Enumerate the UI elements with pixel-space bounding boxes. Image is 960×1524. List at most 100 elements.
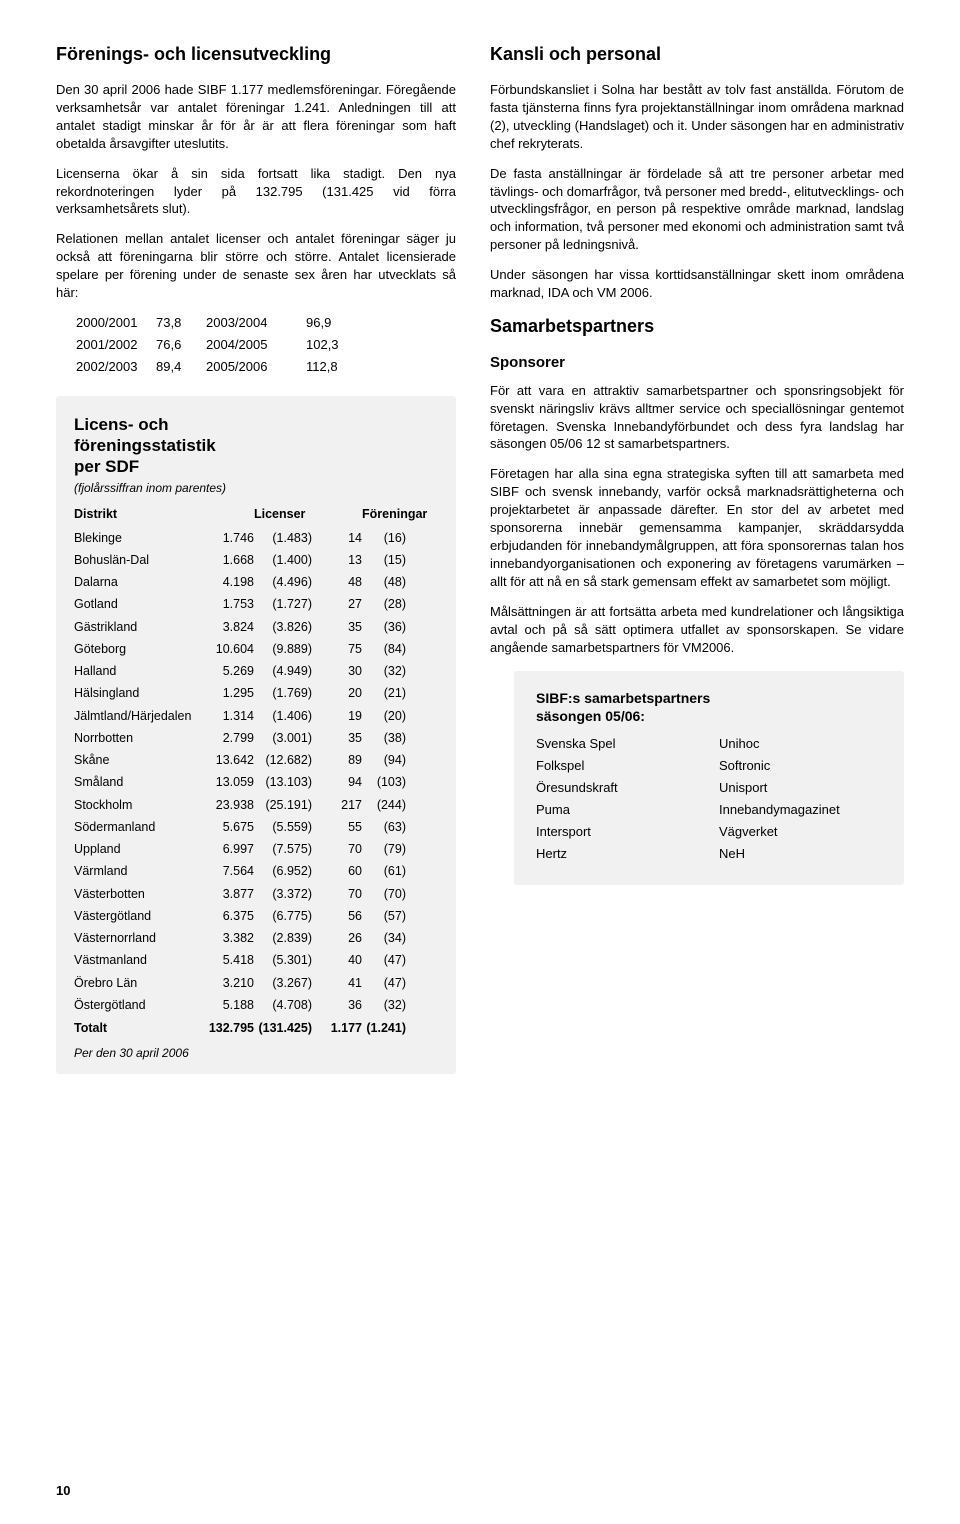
- stats-cell: 1.295: [202, 685, 254, 702]
- partner-item: Öresundskraft: [536, 779, 699, 797]
- stats-cell: 27: [312, 596, 362, 613]
- stats-cell: 3.824: [202, 619, 254, 636]
- stats-cell: Norrbotten: [74, 730, 202, 747]
- stats-cell: (9.889): [254, 641, 312, 658]
- partner-item: Innebandymagazinet: [719, 801, 882, 819]
- stats-row: Gotland1.753(1.727)27(28): [74, 596, 438, 613]
- stats-cell: 26: [312, 930, 362, 947]
- stats-row: Norrbotten2.799(3.001)35(38): [74, 730, 438, 747]
- stats-cell: (7.575): [254, 841, 312, 858]
- value-cell: 76,6: [156, 336, 206, 354]
- stats-row: Göteborg10.604(9.889)75(84): [74, 641, 438, 658]
- stats-cell: 75: [312, 641, 362, 658]
- stats-box: Licens- och föreningsstatistik per SDF (…: [56, 396, 456, 1074]
- stats-row: Dalarna4.198(4.496)48(48): [74, 574, 438, 591]
- stats-cell: Stockholm: [74, 797, 202, 814]
- value-cell: 96,9: [306, 314, 356, 332]
- stats-cell: 13.059: [202, 774, 254, 791]
- stats-cell: (244): [362, 797, 406, 814]
- stats-total-cell: (131.425): [254, 1020, 312, 1037]
- stats-total-cell: 1.177: [312, 1020, 362, 1037]
- stats-cell: 30: [312, 663, 362, 680]
- col-header: Föreningar: [362, 506, 427, 523]
- stats-cell: (13.103): [254, 774, 312, 791]
- partner-item: Softronic: [719, 757, 882, 775]
- stats-cell: 1.314: [202, 708, 254, 725]
- paragraph: Den 30 april 2006 hade SIBF 1.177 medlem…: [56, 81, 456, 153]
- stats-cell: Västmanland: [74, 952, 202, 969]
- stats-row: Uppland6.997(7.575)70(79): [74, 841, 438, 858]
- stats-cell: (5.559): [254, 819, 312, 836]
- partners-column-b: Unihoc Softronic Unisport Innebandymagazine…: [719, 735, 882, 867]
- stats-cell: (4.496): [254, 574, 312, 591]
- paragraph: För att vara en attraktiv samarbetspartn…: [490, 382, 904, 454]
- stats-cell: (16): [362, 530, 406, 547]
- stats-cell: (34): [362, 930, 406, 947]
- stats-cell: Skåne: [74, 752, 202, 769]
- stats-cell: (25.191): [254, 797, 312, 814]
- stats-row: Bohuslän-Dal1.668(1.400)13(15): [74, 552, 438, 569]
- stats-cell: Blekinge: [74, 530, 202, 547]
- stats-cell: 20: [312, 685, 362, 702]
- stats-cell: Gästrikland: [74, 619, 202, 636]
- stats-cell: Gotland: [74, 596, 202, 613]
- stats-cell: 70: [312, 886, 362, 903]
- stats-row: Västmanland5.418(5.301)40(47): [74, 952, 438, 969]
- col-header: Licenser: [254, 506, 312, 523]
- stats-cell: (1.769): [254, 685, 312, 702]
- stats-cell: (20): [362, 708, 406, 725]
- stats-cell: (94): [362, 752, 406, 769]
- value-cell: 2004/2005: [206, 336, 306, 354]
- stats-cell: Hälsingland: [74, 685, 202, 702]
- paragraph: Förbundskansliet i Solna har bestått av …: [490, 81, 904, 153]
- stats-cell: 5.418: [202, 952, 254, 969]
- paragraph: Under säsongen har vissa korttidsanställ…: [490, 266, 904, 302]
- stats-cell: 3.210: [202, 975, 254, 992]
- stats-row: Halland5.269(4.949)30(32): [74, 663, 438, 680]
- stats-cell: 23.938: [202, 797, 254, 814]
- stats-cell: Bohuslän-Dal: [74, 552, 202, 569]
- stats-cell: (36): [362, 619, 406, 636]
- stats-row: Västernorrland3.382(2.839)26(34): [74, 930, 438, 947]
- stats-cell: (3.267): [254, 975, 312, 992]
- stats-cell: (12.682): [254, 752, 312, 769]
- stats-cell: (103): [362, 774, 406, 791]
- stats-cell: Halland: [74, 663, 202, 680]
- partner-item: Vägverket: [719, 823, 882, 841]
- stats-cell: (3.372): [254, 886, 312, 903]
- stats-cell: (5.301): [254, 952, 312, 969]
- value-cell: 102,3: [306, 336, 356, 354]
- stats-cell: 6.997: [202, 841, 254, 858]
- stats-cell: (1.400): [254, 552, 312, 569]
- stats-row: Skåne13.642(12.682)89(94): [74, 752, 438, 769]
- paragraph: Företagen har alla sina egna strategiska…: [490, 465, 904, 591]
- paragraph: De fasta anställningar är fördelade så a…: [490, 165, 904, 255]
- stats-note: (fjolårssiffran inom parentes): [74, 480, 438, 497]
- stats-cell: 55: [312, 819, 362, 836]
- paragraph: Licenserna ökar å sin sida fortsatt lika…: [56, 165, 456, 219]
- partners-title: SIBF:s samarbetspartners säsongen 05/06:: [536, 689, 882, 725]
- stats-row: Blekinge1.746(1.483)14(16): [74, 530, 438, 547]
- value-cell: 73,8: [156, 314, 206, 332]
- stats-cell: (4.949): [254, 663, 312, 680]
- stats-cell: 5.675: [202, 819, 254, 836]
- partners-box: SIBF:s samarbetspartners säsongen 05/06:…: [514, 671, 904, 885]
- partner-item: Unisport: [719, 779, 882, 797]
- yearly-values-table: 2000/200173,82003/200496,92001/200276,62…: [56, 314, 456, 376]
- stats-cell: 41: [312, 975, 362, 992]
- partner-item: NeH: [719, 845, 882, 863]
- stats-cell: 60: [312, 863, 362, 880]
- subheading-sponsorer: Sponsorer: [490, 353, 904, 374]
- stats-cell: Örebro Län: [74, 975, 202, 992]
- stats-cell: (6.952): [254, 863, 312, 880]
- paragraph: Målsättningen är att fortsätta arbeta me…: [490, 603, 904, 657]
- partner-item: Unihoc: [719, 735, 882, 753]
- stats-cell: 70: [312, 841, 362, 858]
- stats-cell: Västerbotten: [74, 886, 202, 903]
- stats-cell: (32): [362, 663, 406, 680]
- stats-cell: (15): [362, 552, 406, 569]
- value-cell: 2001/2002: [56, 336, 156, 354]
- stats-cell: (2.839): [254, 930, 312, 947]
- stats-cell: (21): [362, 685, 406, 702]
- stats-total-row: Totalt132.795(131.425)1.177(1.241): [74, 1020, 438, 1037]
